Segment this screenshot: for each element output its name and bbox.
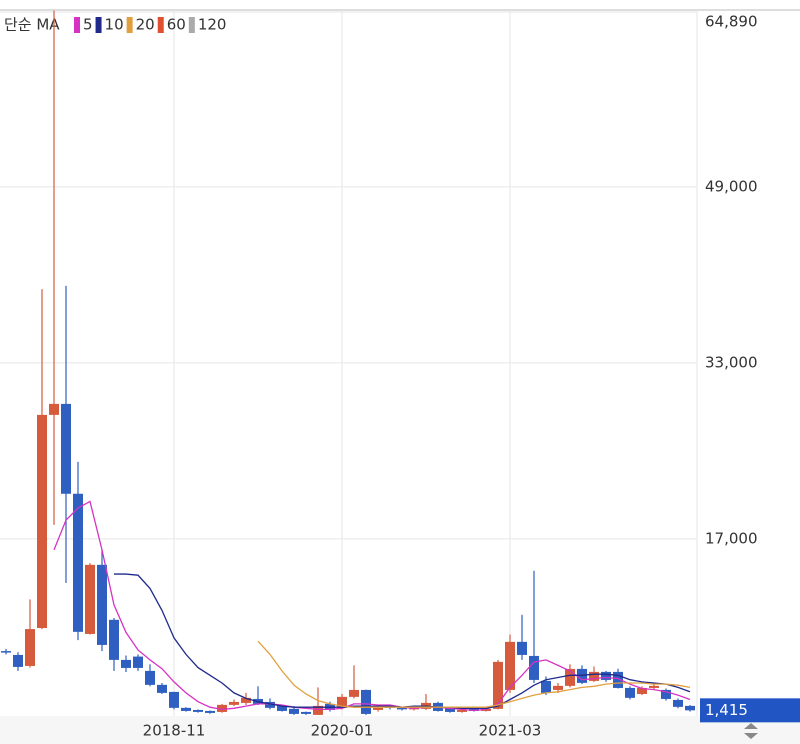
- candle-body: [49, 403, 59, 415]
- last-price-label: 1,415: [705, 701, 748, 719]
- candle-body: [637, 687, 647, 694]
- candle-body: [13, 654, 23, 667]
- candle-body: [289, 708, 299, 714]
- candle-body: [217, 704, 227, 712]
- candle-body: [565, 668, 575, 686]
- candle-body: [397, 707, 407, 710]
- last-price-box: [700, 698, 800, 723]
- x-tick-label: 2018-11: [143, 722, 206, 740]
- candle-body: [673, 699, 683, 707]
- candle-body: [529, 655, 539, 680]
- legend-label: 5: [83, 16, 93, 34]
- x-tick-label: 2020-01: [311, 722, 374, 740]
- legend-label: 10: [105, 16, 124, 34]
- candle-body: [649, 685, 659, 688]
- candle-body: [109, 619, 119, 660]
- candle-body: [541, 680, 551, 693]
- candle-body: [157, 684, 167, 693]
- candle-body: [301, 711, 311, 714]
- candle-body: [37, 414, 47, 628]
- candle-body: [169, 691, 179, 708]
- y-tick-label: 49,000: [705, 177, 758, 195]
- x-tick-label: 2021-03: [479, 722, 542, 740]
- legend-swatch: [74, 17, 80, 33]
- candle-body: [445, 707, 455, 712]
- candle-body: [661, 689, 671, 699]
- candle-body: [181, 707, 191, 711]
- candle-body: [61, 403, 71, 494]
- candle-body: [613, 671, 623, 688]
- candle-body: [1, 651, 11, 653]
- candle-body: [517, 641, 527, 655]
- scroll-icon[interactable]: [744, 723, 758, 739]
- candle-body: [133, 656, 143, 668]
- candle-body: [553, 685, 563, 690]
- ma-line: [114, 573, 691, 709]
- candle-body: [361, 689, 371, 714]
- candle-body: [601, 671, 611, 680]
- candle-body: [625, 687, 635, 698]
- candle-body: [25, 629, 35, 666]
- candle-body: [205, 710, 215, 713]
- candle-body: [313, 705, 323, 715]
- candle-body: [145, 670, 155, 685]
- candle-body: [457, 709, 467, 712]
- legend-title: 단순 MA: [4, 16, 60, 34]
- candle-body: [73, 493, 83, 632]
- candle-body: [505, 641, 515, 690]
- candle-body: [85, 564, 95, 634]
- legend-label: 60: [167, 16, 186, 34]
- candle-body: [493, 661, 503, 709]
- ma-line: [257, 640, 691, 708]
- y-tick-label: 64,890: [705, 13, 758, 31]
- candle-body: [337, 696, 347, 708]
- legend-swatch: [188, 17, 195, 33]
- candle-body: [265, 701, 275, 708]
- legend-label: 120: [198, 16, 227, 34]
- legend-swatch: [126, 17, 133, 33]
- candle-body: [685, 705, 695, 711]
- y-tick-label: 17,000: [705, 529, 758, 547]
- candle-body: [97, 564, 107, 645]
- legend-label: 20: [136, 16, 155, 34]
- candle-body: [229, 701, 239, 705]
- candle-body: [241, 697, 251, 703]
- candle-body: [349, 689, 359, 697]
- candle-body: [373, 707, 383, 710]
- candle-body: [277, 705, 287, 711]
- legend-swatch: [95, 17, 102, 33]
- candle-body: [589, 671, 599, 681]
- x-axis-band: [0, 716, 800, 744]
- y-tick-label: 33,000: [705, 353, 758, 371]
- ma-line: [53, 500, 691, 712]
- legend-swatch: [157, 17, 164, 33]
- candle-body: [121, 659, 131, 668]
- candle-body: [193, 709, 203, 712]
